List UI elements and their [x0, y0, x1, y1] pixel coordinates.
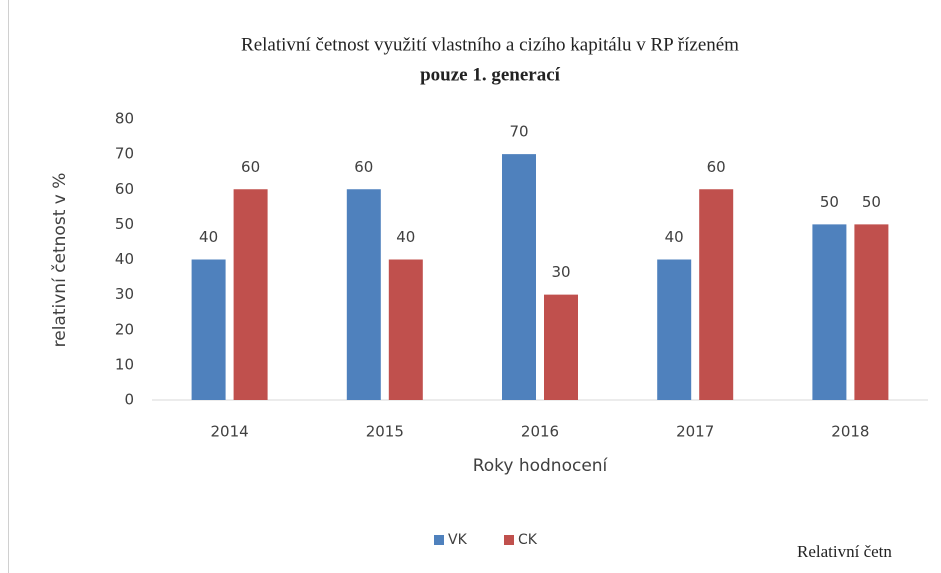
bar — [502, 154, 536, 400]
data-label: 40 — [199, 228, 218, 246]
data-label: 60 — [241, 158, 260, 176]
legend-swatch — [504, 535, 514, 545]
data-label: 50 — [862, 193, 881, 211]
chart-title: Relativní četnost využití vlastního a ci… — [241, 34, 739, 55]
y-tick-label: 0 — [124, 391, 134, 409]
y-tick-label: 40 — [115, 250, 134, 268]
bar — [699, 189, 734, 400]
y-tick-label: 50 — [115, 215, 134, 233]
y-tick-label: 30 — [115, 285, 134, 303]
bar — [544, 294, 578, 400]
bar — [854, 224, 889, 400]
y-tick-label: 20 — [115, 320, 134, 338]
y-axis-label: relativní četnost v % — [50, 173, 70, 348]
y-tick-label: 70 — [115, 145, 134, 163]
data-label: 40 — [396, 228, 415, 246]
x-axis-label: Roky hodnocení — [473, 456, 609, 476]
data-label: 50 — [820, 193, 839, 211]
y-tick-label: 10 — [115, 355, 134, 373]
bar — [657, 259, 692, 400]
data-label: 30 — [551, 263, 570, 281]
legend-label: VK — [448, 532, 468, 548]
x-tick-label: 2018 — [831, 423, 869, 441]
x-tick-label: 2014 — [211, 423, 249, 441]
y-tick-label: 80 — [115, 110, 134, 128]
legend-swatch — [434, 535, 444, 545]
x-tick-label: 2016 — [521, 423, 559, 441]
data-label: 60 — [354, 158, 373, 176]
legend-label: CK — [518, 532, 538, 548]
data-label: 40 — [665, 228, 684, 246]
bar — [233, 189, 268, 400]
x-tick-label: 2015 — [366, 423, 404, 441]
x-tick-label: 2017 — [676, 423, 714, 441]
annotation: Relativní četn — [797, 542, 892, 561]
chart-subtitle: pouze 1. generací — [420, 64, 561, 85]
bar — [812, 224, 847, 400]
y-tick-label: 60 — [115, 180, 134, 198]
bar — [191, 259, 226, 400]
bar — [388, 259, 423, 400]
bar — [346, 189, 381, 400]
data-label: 70 — [509, 123, 528, 141]
data-label: 60 — [707, 158, 726, 176]
